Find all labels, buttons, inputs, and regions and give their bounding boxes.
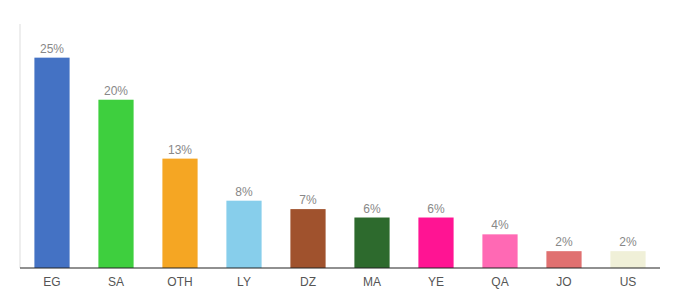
bar [482, 234, 517, 268]
data-labels: 25% 20% 13% 8% 7% 6% 6% 4% 2% 2% [40, 42, 637, 250]
data-label: 13% [168, 143, 192, 157]
bar [418, 218, 453, 268]
data-label: 8% [235, 185, 253, 199]
data-label: 6% [363, 202, 381, 216]
data-label: 6% [427, 202, 445, 216]
y-axis-line [20, 24, 21, 268]
x-tick-label: DZ [300, 275, 316, 289]
data-label: 20% [104, 84, 128, 98]
bar [162, 159, 197, 268]
chart: 25% 20% 13% 8% 7% 6% 6% 4% 2% 2% EG SA OTH LY DZ MA YE QA… [0, 0, 680, 300]
x-tick-label: US [620, 275, 637, 289]
x-tick-label: SA [108, 275, 124, 289]
x-tick-label: MA [363, 275, 381, 289]
x-axis-line [20, 267, 660, 268]
x-tick-label: JO [556, 275, 571, 289]
data-label: 2% [619, 235, 637, 249]
bar [610, 251, 645, 268]
data-label: 25% [40, 42, 64, 56]
bar [354, 218, 389, 268]
x-tick-label: OTH [167, 275, 192, 289]
bar [226, 201, 261, 268]
x-tick-labels: EG SA OTH LY DZ MA YE QA JO US [43, 275, 636, 289]
x-tick-label: QA [491, 275, 508, 289]
x-tick-label: LY [237, 275, 251, 289]
bar [546, 251, 581, 268]
x-tick-label: YE [428, 275, 444, 289]
bar [290, 209, 325, 268]
bar [98, 100, 133, 268]
data-label: 4% [491, 218, 509, 232]
bar [34, 58, 69, 268]
bars [34, 58, 645, 268]
x-tick-label: EG [43, 275, 60, 289]
data-label: 2% [555, 235, 573, 249]
data-label: 7% [299, 193, 317, 207]
chart-container: 25% 20% 13% 8% 7% 6% 6% 4% 2% 2% EG SA OTH LY DZ MA YE QA… [0, 0, 680, 300]
